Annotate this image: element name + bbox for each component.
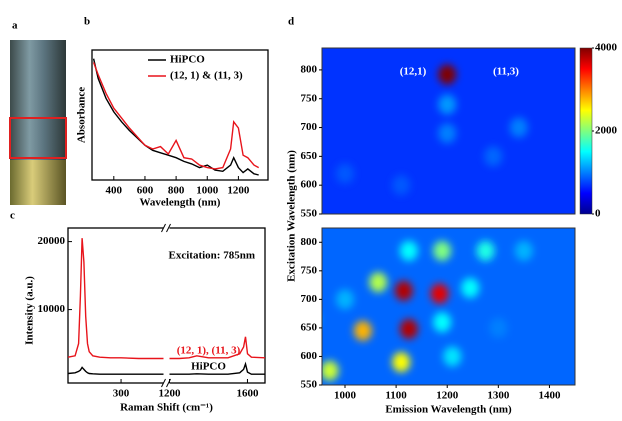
y-tick-label: 10000 [38,303,66,315]
panel-label: d [288,16,294,28]
plot-frame [91,49,269,181]
colorbar [579,47,593,215]
annotation: Excitation: 785nm [169,250,255,262]
x-tick-label: 1400 [538,390,561,402]
y-tick-label: 650 [301,321,318,333]
heatmap-spot [443,346,462,367]
data-line [67,238,164,360]
heatmap-spot [489,317,508,338]
x-tick-label: 800 [168,185,185,197]
heatmap-spot [394,280,413,301]
x-tick-label: 300 [113,388,130,400]
x-tick-label: 1300 [487,390,510,402]
colorbar-tick-label: 0 [595,208,601,220]
heatmap-spot [399,319,418,340]
plot-frame [321,47,576,215]
data-line [92,58,259,176]
x-tick-label: 1000 [334,390,357,402]
heatmap-spot [392,175,411,196]
heatmap-spot [461,277,480,298]
break-mark [161,223,166,233]
heatmap-spot [476,240,495,261]
y-tick-label: 600 [301,179,318,191]
heatmap-spot [353,320,372,341]
heatmap-spot [438,123,457,144]
annotation: (11,3) [493,66,519,78]
x-tick-label: 1200 [159,388,182,400]
series-label: (12, 1), (11, 3) [177,345,241,357]
photo-liquid [10,160,66,205]
y-tick-label: 700 [301,293,318,305]
heatmap-spot [399,240,418,261]
y-axis-label: Intensity (a.u.) [24,276,36,345]
heatmap-spot [484,146,503,167]
y-tick-label: 800 [301,63,318,75]
x-axis-label: Wavelength (nm) [140,197,221,209]
heatmap-spot [336,289,354,310]
heatmap-spot [438,64,457,85]
y-tick-label: 20000 [38,235,66,247]
y-tick-label: 700 [301,121,318,133]
x-tick-label: 1200 [436,390,459,402]
y-tick-label: 800 [301,236,318,248]
heatmap-spot [430,283,449,304]
heatmap-spot [514,240,533,261]
panel-label: c [10,210,15,222]
y-tick-label: 600 [301,350,318,362]
x-axis-label: Emission Wavelength (nm) [385,404,512,416]
heatmap-spot [369,272,388,293]
y-tick-label: 550 [301,379,318,391]
y-tick-label: 650 [301,150,318,162]
annotation: (12,1) [400,66,427,78]
x-axis-label: Raman Shift (cm⁻¹) [120,402,213,414]
data-line [169,336,266,360]
data-line [169,361,265,375]
y-axis-label: Excitation Wavelength (nm) [286,150,298,282]
axis-break [163,224,170,232]
colorbar-tick-label: 2000 [595,125,618,137]
data-line [92,62,260,170]
break-mark [166,223,171,233]
y-tick-label: 750 [301,92,318,104]
y-axis-label: Absorbance [76,87,88,143]
heatmap [322,48,575,214]
heatmap-spot [322,360,339,381]
heatmap [322,228,575,385]
data-line [67,366,164,375]
x-tick-label: 600 [137,185,154,197]
heatmap-spot [438,94,457,115]
heatmap-spot [433,240,452,261]
x-tick-label: 1000 [196,185,219,197]
x-tick-label: 400 [106,185,123,197]
colorbar-tick-label: 4000 [595,42,618,54]
heatmap-spot [509,117,528,138]
series-label: HiPCO [191,361,226,373]
legend-label: HiPCO [170,54,205,66]
plot-frame [321,227,576,386]
x-tick-label: 1600 [236,388,259,400]
highlight-box [9,117,67,159]
x-tick-label: 1200 [227,185,250,197]
heatmap-spot [392,352,411,373]
panel-label: a [12,20,18,32]
heatmap-spot [336,163,354,184]
break-mark [161,378,166,388]
x-tick-label: 1100 [385,390,407,402]
y-tick-label: 550 [301,208,318,220]
axis-break [163,379,170,387]
heatmap-spot [433,312,452,333]
legend-label: (12, 1) & (11, 3) [170,70,243,82]
y-tick-label: 750 [301,264,318,276]
panel-label: b [84,16,90,28]
